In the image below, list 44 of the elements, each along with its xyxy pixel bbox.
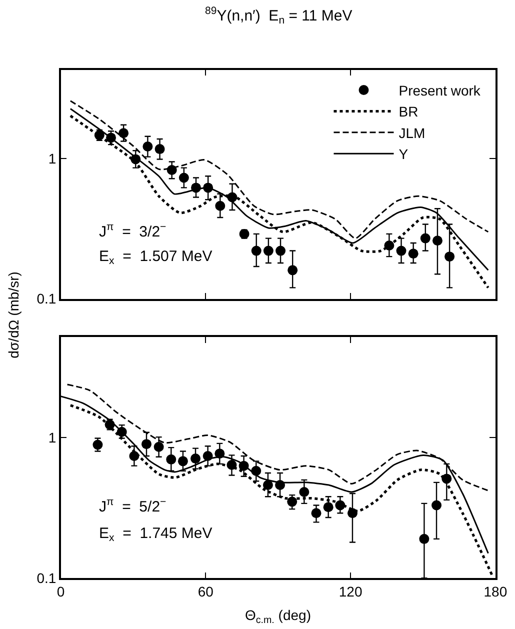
point [420, 233, 430, 244]
point [444, 252, 455, 262]
y-tick-label: 0.1 [36, 570, 56, 586]
chart-title: $^{89}$Y(n,n′) E$_{n}$ = 11 MeV [205, 5, 352, 26]
point [178, 172, 189, 183]
point [118, 128, 129, 138]
annotation: E$_{x}$ = 1.745 MeV [99, 525, 212, 544]
point [323, 502, 334, 512]
point [432, 500, 442, 510]
point [190, 454, 201, 464]
x-tick-label: 180 [484, 584, 508, 600]
point [419, 534, 430, 544]
point [262, 480, 273, 490]
annotation: E$_{x}$ = 1.507 MeV [99, 248, 212, 268]
x-tick-label: 120 [338, 584, 362, 600]
annotation: J$^{π}$ = 5/2$^{−}$ [99, 496, 166, 516]
x-tick-label: 0 [56, 584, 65, 600]
y-axis-title: dσ/dΩ (mb/sr) [5, 272, 22, 358]
point [251, 246, 262, 256]
legend-label: Present work [398, 82, 482, 98]
y-tick-label: 1 [48, 430, 56, 446]
y-tick-label: 0.1 [36, 290, 56, 307]
point [166, 454, 176, 464]
legend-label: JLM [398, 124, 426, 141]
point [396, 246, 406, 256]
point [263, 246, 274, 256]
point [178, 456, 188, 466]
legend-label: BR [398, 104, 418, 120]
point [154, 442, 164, 452]
y-tick-label: 1 [48, 150, 56, 167]
annotation: J$^{π}$ = 3/2$^{−}$ [99, 221, 166, 240]
point [215, 200, 226, 211]
point [432, 236, 442, 246]
point [408, 248, 418, 259]
x-axis-title: Θ$_{c.m.}$ (deg) [245, 607, 311, 626]
point [141, 439, 152, 450]
point [142, 142, 153, 152]
point [299, 487, 310, 498]
point [276, 246, 286, 256]
legend-label: Y [398, 146, 409, 162]
point [288, 265, 298, 276]
point [311, 508, 322, 518]
point [154, 144, 165, 154]
x-tick-label: 60 [198, 584, 214, 600]
